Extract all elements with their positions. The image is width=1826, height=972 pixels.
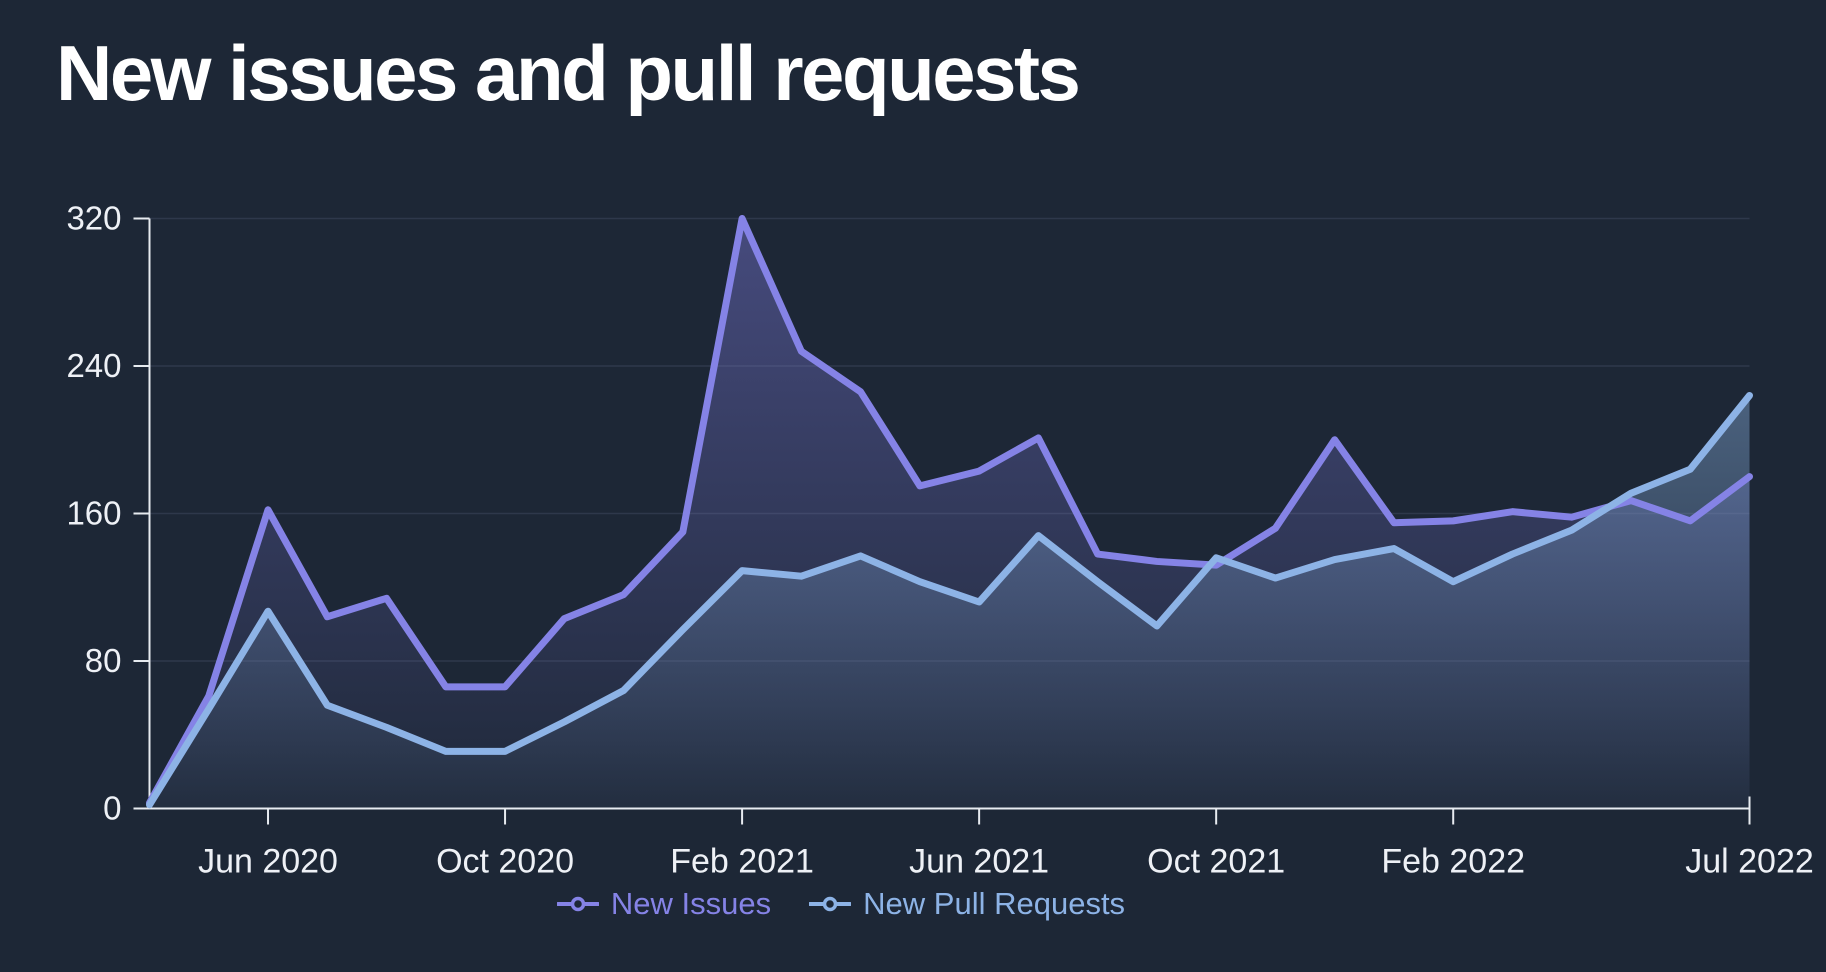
line-new-issues: [146, 215, 1753, 807]
y-tick-label: 80: [85, 642, 122, 679]
legend-label: New Pull Requests: [863, 886, 1126, 921]
legend: New Issues New Pull Requests: [0, 886, 1754, 922]
legend-line-marker-icon: [556, 896, 599, 912]
y-tick-label: 320: [66, 200, 121, 237]
line-new-pull-requests: [146, 392, 1753, 809]
x-tick-label: Jul 2022: [1685, 843, 1814, 881]
legend-line-marker-icon: [809, 896, 852, 912]
x-tick-label: Feb 2021: [670, 843, 814, 881]
y-axis-ticks: 0 80 160 240 320: [66, 200, 150, 827]
x-axis-ticks: Jun 2020 Oct 2020 Feb 2021 Jun 2021 Oct 2021…: [198, 808, 1814, 881]
legend-item-new-pull-requests[interactable]: New Pull Requests: [809, 886, 1125, 922]
area-new-pull-requests: [149, 395, 1750, 809]
legend-item-new-issues[interactable]: New Issues: [556, 886, 772, 922]
x-tick-label: Jun 2020: [198, 843, 338, 881]
legend-label: New Issues: [610, 886, 772, 921]
x-tick-label: Jun 2021: [909, 843, 1049, 881]
y-tick-label: 240: [66, 347, 121, 384]
chart-title: New issues and pull requests: [56, 29, 1081, 117]
x-tick-label: Feb 2022: [1381, 843, 1525, 881]
x-tick-label: Oct 2021: [1147, 843, 1285, 881]
x-tick-label: Oct 2020: [436, 843, 574, 881]
y-tick-label: 160: [66, 495, 121, 532]
y-tick-label: 0: [103, 790, 121, 827]
